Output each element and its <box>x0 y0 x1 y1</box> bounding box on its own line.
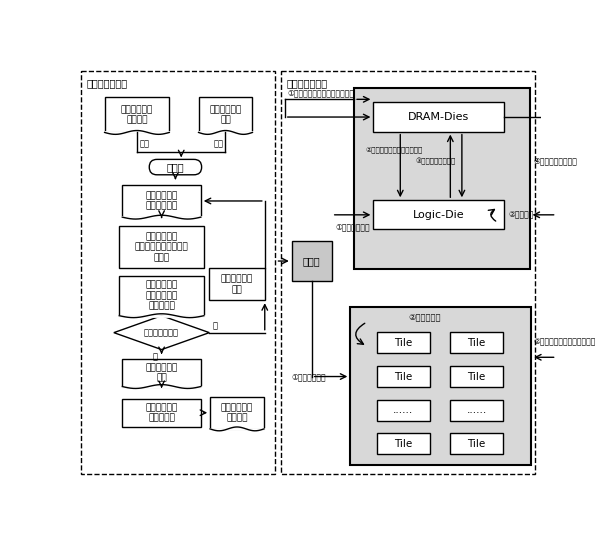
Text: 神经网络层参
数和硬件约束: 神经网络层参 数和硬件约束 <box>145 191 178 211</box>
Text: 输入: 输入 <box>139 140 150 149</box>
Text: Tile: Tile <box>467 337 485 348</box>
Text: 深度神经网络
拓扑结构: 深度神经网络 拓扑结构 <box>121 105 153 125</box>
Bar <box>209 268 265 300</box>
Bar <box>354 88 529 269</box>
Text: ......: ...... <box>393 405 414 416</box>
Text: 每层的配置信
息指令集: 每层的配置信 息指令集 <box>221 403 253 423</box>
Text: DRAM-Dies: DRAM-Dies <box>408 112 469 122</box>
Polygon shape <box>114 316 209 350</box>
Bar <box>377 366 429 388</box>
Text: 控制器: 控制器 <box>303 256 321 266</box>
Text: 是否是最后一层: 是否是最后一层 <box>144 328 179 337</box>
Bar <box>281 71 535 474</box>
Bar <box>210 397 264 429</box>
Text: ②载入一层的特征图像和参数: ②载入一层的特征图像和参数 <box>365 146 423 153</box>
Bar <box>119 275 204 316</box>
FancyBboxPatch shape <box>150 160 201 175</box>
Bar <box>373 102 504 132</box>
Bar <box>292 241 332 281</box>
Bar <box>122 359 201 386</box>
Text: Tile: Tile <box>467 371 485 382</box>
Bar <box>377 399 429 421</box>
Text: ①加载配置信息: ①加载配置信息 <box>291 372 326 381</box>
Text: 否: 否 <box>212 321 218 330</box>
Text: 每一层的配置
参数: 每一层的配置 参数 <box>145 363 178 382</box>
Text: ......: ...... <box>466 405 487 416</box>
Text: 输入: 输入 <box>213 140 223 149</box>
Text: Tile: Tile <box>394 337 412 348</box>
Text: 是: 是 <box>153 353 158 362</box>
Text: ③中间结果结果读写: ③中间结果结果读写 <box>415 158 456 165</box>
Bar <box>450 433 503 454</box>
Bar <box>122 399 201 426</box>
Text: ②载入一层的特征图像和参数: ②载入一层的特征图像和参数 <box>534 337 596 347</box>
Bar <box>81 71 275 474</box>
Text: ①加载配置信息: ①加载配置信息 <box>336 223 370 232</box>
Text: 每层的能效性
能信息和每层
的调度信息: 每层的能效性 能信息和每层 的调度信息 <box>145 281 178 310</box>
Text: 异构设备特定
指令汇编器: 异构设备特定 指令汇编器 <box>145 403 178 423</box>
Bar <box>373 200 504 230</box>
Bar <box>104 97 169 133</box>
Text: Logic-Die: Logic-Die <box>413 210 464 220</box>
Bar <box>450 399 503 421</box>
Text: 滑转到下一层
执行: 滑转到下一层 执行 <box>221 274 253 294</box>
Bar <box>450 366 503 388</box>
Bar <box>450 332 503 354</box>
Text: 第一阶段：编译: 第一阶段：编译 <box>87 79 128 88</box>
Text: 初始化: 初始化 <box>166 162 185 172</box>
Text: ②存储内计算: ②存储内计算 <box>408 314 440 322</box>
Text: 异构硬件约束
条件: 异构硬件约束 条件 <box>209 105 242 125</box>
Text: Tile: Tile <box>394 371 412 382</box>
Text: ②流式计算: ②流式计算 <box>508 210 534 219</box>
Bar <box>119 226 204 268</box>
Text: 第二阶段：执行: 第二阶段：执行 <box>286 79 327 88</box>
Bar <box>377 433 429 454</box>
Bar <box>377 332 429 354</box>
Text: Tile: Tile <box>394 439 412 448</box>
Bar <box>350 307 531 465</box>
Text: Tile: Tile <box>467 439 485 448</box>
Text: 运行调度框架
（吞吐率、能耗、算法
精度）: 运行调度框架 （吞吐率、能耗、算法 精度） <box>134 232 189 262</box>
Bar <box>198 97 253 133</box>
Text: ①加载神经网络模型和特征图像: ①加载神经网络模型和特征图像 <box>288 89 355 98</box>
Text: ④写回输出特征图像: ④写回输出特征图像 <box>534 156 577 165</box>
Bar <box>122 185 201 217</box>
